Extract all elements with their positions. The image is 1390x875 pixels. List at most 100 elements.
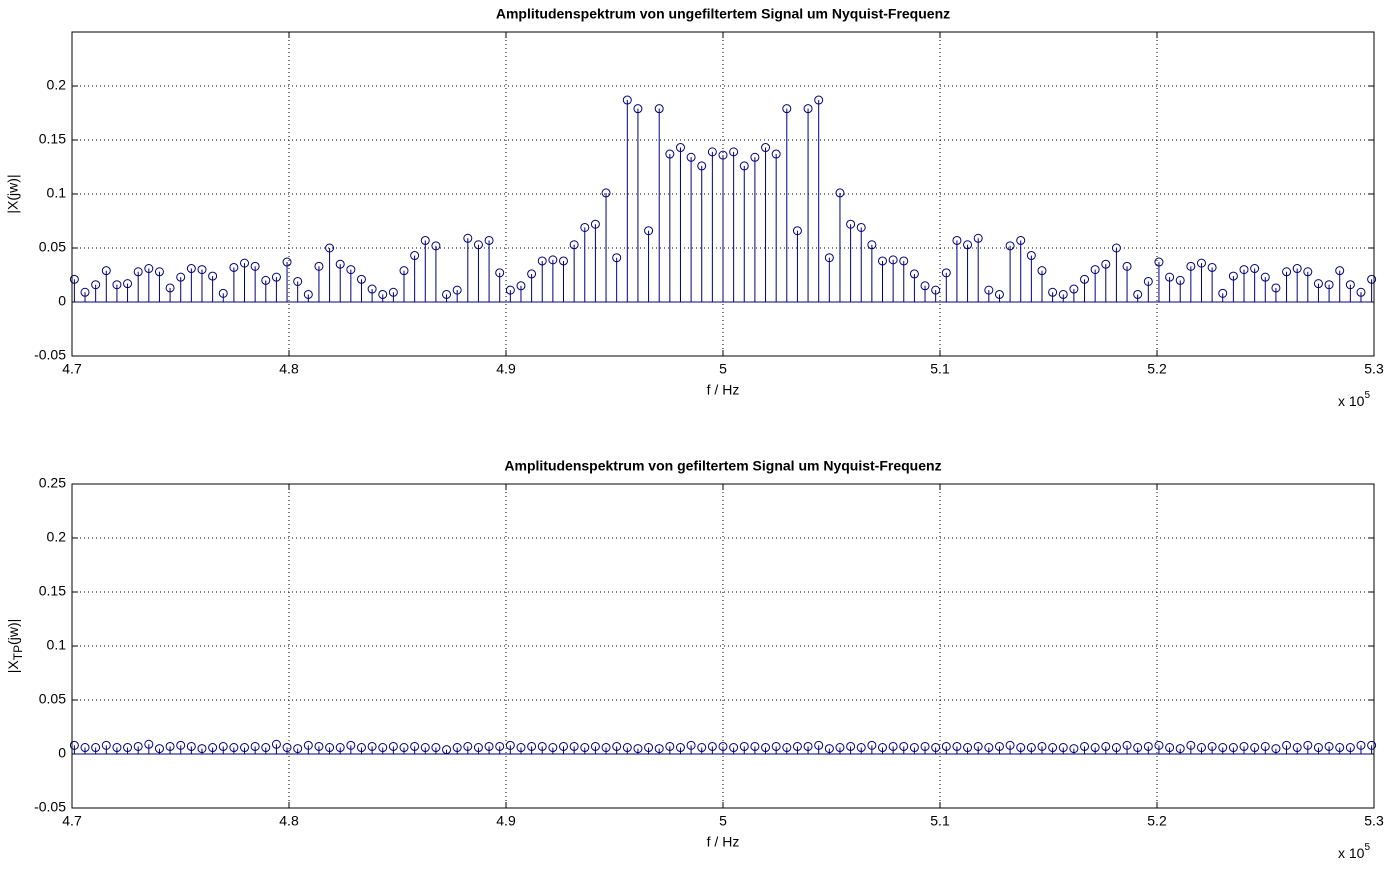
stem-marker [1367, 274, 1377, 284]
stem-marker [154, 744, 164, 754]
stem-marker [282, 743, 292, 753]
stem-marker [516, 743, 526, 753]
stem [1016, 235, 1026, 302]
stem-marker [941, 268, 951, 278]
x-multiplier: x 105 [1338, 390, 1370, 409]
stem [112, 743, 122, 754]
stem [1335, 266, 1345, 302]
stem-marker [516, 281, 526, 291]
stem [282, 743, 292, 754]
stem-marker [1313, 743, 1323, 753]
stem-marker [1367, 740, 1377, 750]
stem-marker [739, 161, 749, 171]
x-tick-label: 4.9 [496, 361, 516, 377]
stem-marker [1345, 280, 1355, 290]
stem [654, 104, 664, 302]
stem-marker [1069, 284, 1079, 294]
stem-marker [261, 275, 271, 285]
stem [846, 219, 856, 302]
stem-marker [537, 256, 547, 266]
stem [1005, 241, 1015, 302]
stem-marker [1165, 743, 1175, 753]
stem-marker [218, 741, 228, 751]
stem-marker [80, 287, 90, 297]
stem-marker [176, 740, 186, 750]
stem-marker [452, 285, 462, 295]
stem [356, 274, 366, 302]
stem [505, 740, 515, 754]
stem-marker [399, 266, 409, 276]
stem [442, 289, 452, 302]
chart-title: Amplitudenspektrum von gefiltertem Signa… [504, 458, 941, 474]
stem [867, 240, 877, 302]
stem [994, 741, 1004, 754]
stem-marker [931, 285, 941, 295]
stem [1367, 740, 1377, 754]
stem [824, 744, 834, 754]
stem-marker [686, 740, 696, 750]
stem-marker [686, 152, 696, 162]
stem-marker [527, 269, 537, 279]
x-tick-label: 4.7 [62, 361, 82, 377]
stem-marker [803, 741, 813, 751]
stem [1260, 272, 1270, 302]
stem-marker [442, 289, 452, 299]
stem [920, 741, 930, 754]
stem [782, 104, 792, 302]
stem-marker [101, 740, 111, 750]
stem [537, 741, 547, 754]
stem [165, 741, 175, 754]
stem-marker [1069, 744, 1079, 754]
stem-marker [654, 744, 664, 754]
stem-marker [920, 741, 930, 751]
stem [707, 147, 717, 302]
stem-marker [1239, 265, 1249, 275]
stem [1239, 741, 1249, 754]
stem [1207, 741, 1217, 754]
stem-marker [154, 267, 164, 277]
stem-marker [356, 743, 366, 753]
stem-marker [1356, 287, 1366, 297]
stem [835, 743, 845, 754]
stem-marker [633, 104, 643, 114]
stem-marker [909, 743, 919, 753]
stem [920, 281, 930, 302]
stem-marker [1313, 279, 1323, 289]
stem-marker [112, 280, 122, 290]
stem [803, 741, 813, 754]
stem-marker [707, 147, 717, 157]
stem [484, 235, 494, 302]
stem [686, 152, 696, 302]
stem [378, 289, 388, 302]
stem [1175, 275, 1185, 302]
stem-marker [771, 149, 781, 159]
x-tick-label: 4.7 [62, 813, 82, 829]
stem-marker [208, 743, 218, 753]
stem [856, 222, 866, 302]
x-tick-label: 5.3 [1364, 361, 1384, 377]
stem [346, 265, 356, 302]
stem [1271, 283, 1281, 302]
stem [1133, 743, 1143, 754]
stem [1080, 274, 1090, 302]
stem-marker [665, 149, 675, 159]
stem-marker [1143, 741, 1153, 751]
x-tick-label: 5.1 [930, 813, 950, 829]
stem [356, 743, 366, 754]
stem [675, 143, 685, 302]
stem-marker [994, 741, 1004, 751]
stem [1218, 288, 1228, 302]
stem-marker [1048, 287, 1058, 297]
stem [1101, 259, 1111, 302]
stem [612, 253, 622, 302]
stem [463, 741, 473, 754]
stem-marker [824, 744, 834, 754]
stem-marker [1186, 740, 1196, 750]
stem-marker [814, 95, 824, 105]
stem [654, 744, 664, 754]
stem [197, 744, 207, 754]
stem [154, 744, 164, 754]
stem-marker [1090, 265, 1100, 275]
stem-marker [1271, 283, 1281, 293]
stem [761, 743, 771, 754]
